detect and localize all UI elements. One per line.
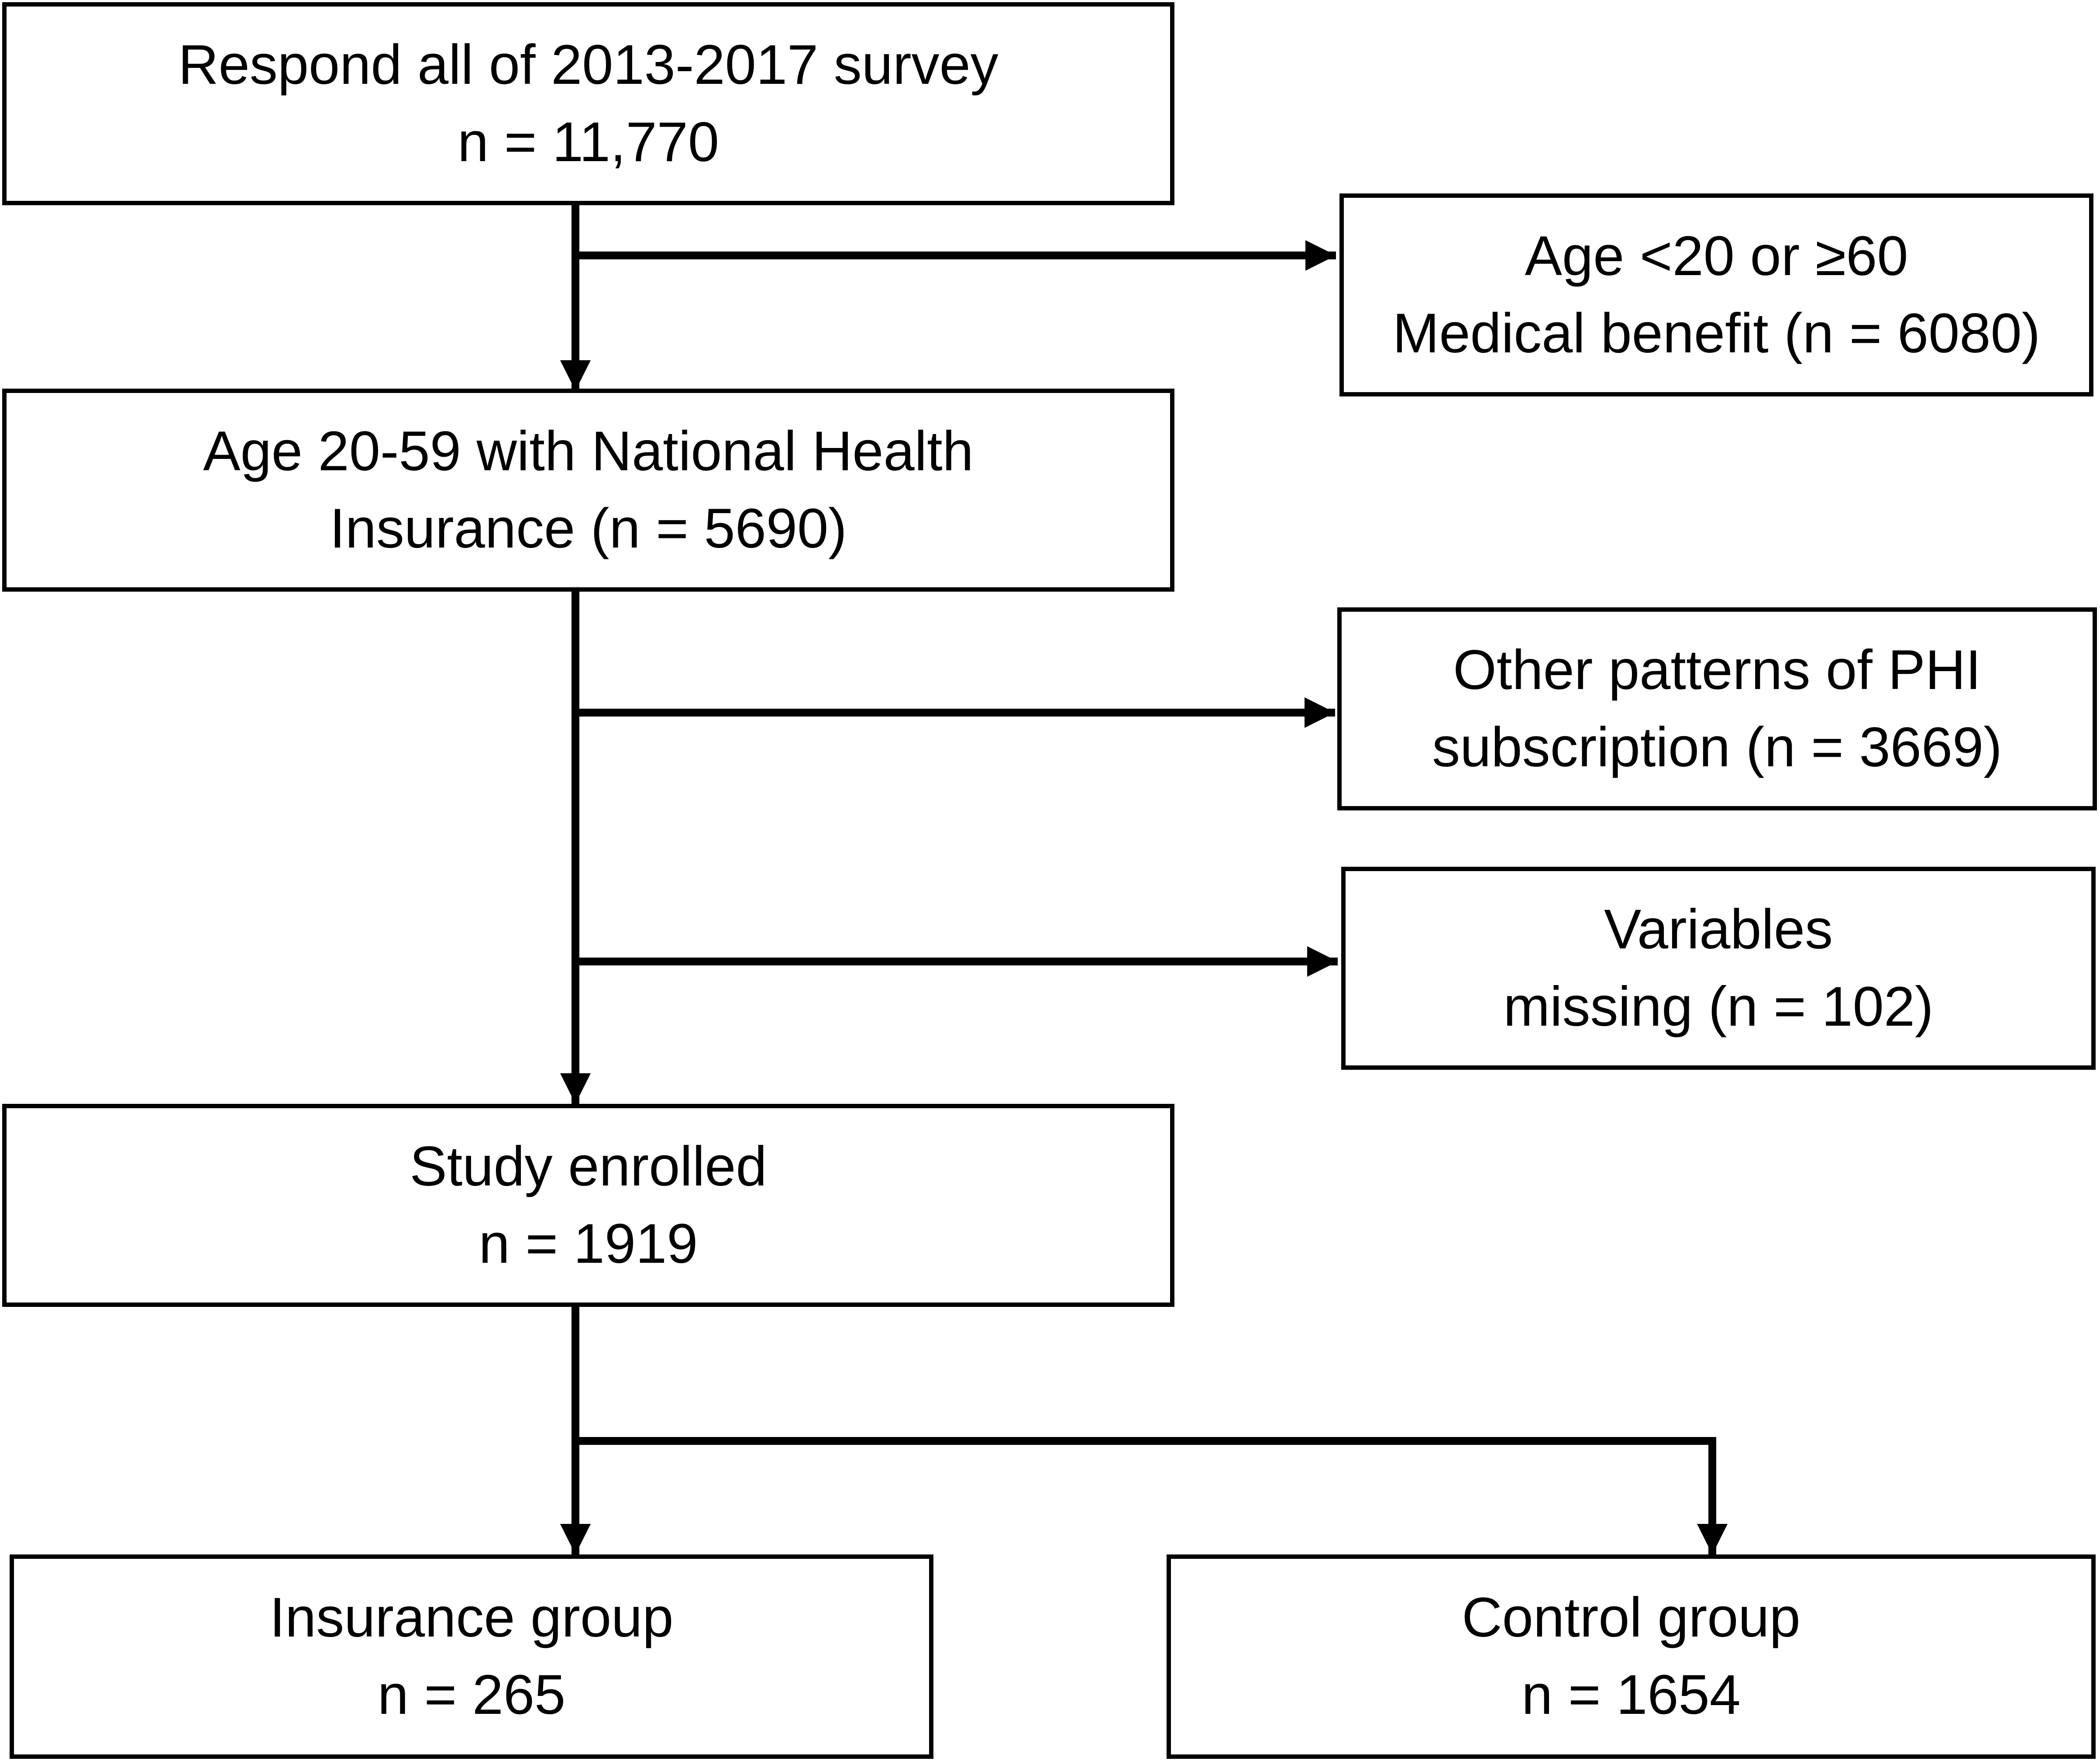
- box-excluded-phi-line1: Other patterns of PHI: [1453, 638, 1981, 701]
- box-eligible-line1: Age 20-59 with National Health: [203, 420, 974, 482]
- box-control-line1: Control group: [1462, 1586, 1800, 1649]
- box-control-line2: n = 1654: [1522, 1664, 1741, 1726]
- box-excluded-missing-line1: Variables: [1604, 898, 1833, 961]
- box-excluded-missing: Variables missing (n = 102): [1341, 867, 2096, 1070]
- box-excluded-age: Age <20 or ≥60 Medical benefit (n = 6080…: [1339, 193, 2093, 396]
- box-excluded-age-line2: Medical benefit (n = 6080): [1392, 302, 2041, 365]
- box-enrolled-line2: n = 1919: [479, 1212, 698, 1275]
- box-respond-survey: Respond all of 2013-2017 survey n = 11,7…: [2, 2, 1174, 205]
- connector-enrolled-to-control: [575, 1437, 1728, 1554]
- box-eligible: Age 20-59 with National Health Insurance…: [2, 389, 1174, 592]
- box-insurance-line1: Insurance group: [269, 1586, 674, 1649]
- box-enrolled-line1: Study enrolled: [410, 1135, 767, 1198]
- box-control-group: Control group n = 1654: [1167, 1554, 2096, 1759]
- box-excluded-missing-line2: missing (n = 102): [1503, 975, 1934, 1038]
- box-excluded-phi-line2: subscription (n = 3669): [1432, 716, 2002, 779]
- box-insurance-group: Insurance group n = 265: [10, 1554, 933, 1759]
- box-insurance-line2: n = 265: [377, 1664, 566, 1726]
- box-eligible-line2: Insurance (n = 5690): [330, 497, 847, 560]
- box-respond-line2: n = 11,770: [457, 110, 720, 173]
- box-study-enrolled: Study enrolled n = 1919: [2, 1104, 1174, 1307]
- box-excluded-phi: Other patterns of PHI subscription (n = …: [1337, 607, 2097, 810]
- box-respond-line1: Respond all of 2013-2017 survey: [178, 33, 998, 96]
- box-excluded-age-line1: Age <20 or ≥60: [1525, 224, 1908, 287]
